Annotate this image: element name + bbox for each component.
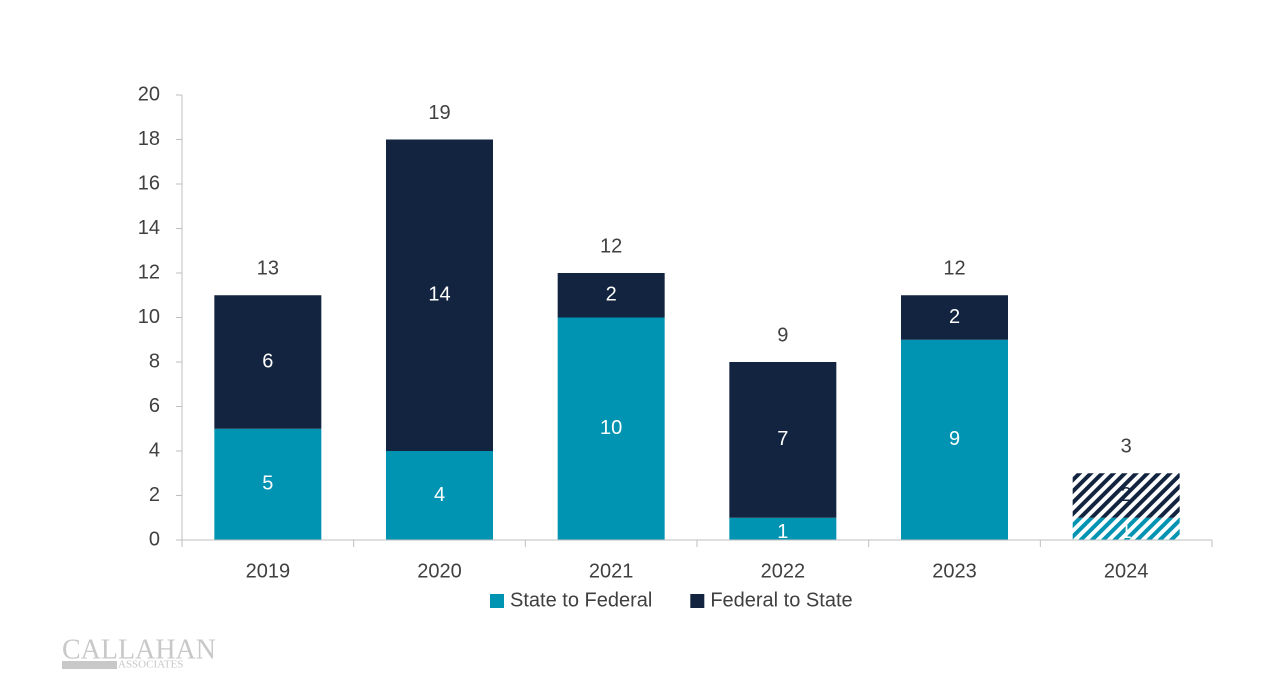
bar-segment: [557, 273, 665, 318]
bar-segment: [901, 295, 1008, 340]
y-tick-label: 14: [138, 217, 160, 239]
total-label: 9: [777, 324, 788, 346]
y-tick-label: 12: [138, 261, 160, 283]
bar-value-label: 10: [600, 417, 622, 439]
bar-segment: [557, 317, 665, 540]
bar-value-label: 2: [1121, 484, 1132, 506]
bar-segment: [386, 139, 493, 451]
x-tick-label: 2019: [246, 560, 291, 582]
x-tick-label: 2021: [589, 560, 634, 582]
x-tick-label: 2024: [1104, 560, 1149, 582]
bar-value-label: 4: [434, 484, 445, 506]
total-label: 12: [600, 235, 622, 257]
total-label: 13: [257, 258, 279, 280]
bar-segment: [901, 339, 1008, 540]
total-label: 19: [428, 102, 450, 124]
y-tick-label: 20: [138, 83, 160, 105]
bar-segment: [729, 362, 837, 518]
y-tick-label: 8: [149, 350, 160, 372]
y-tick-label: 4: [149, 439, 160, 461]
legend-swatch: [690, 594, 705, 608]
bar-value-label: 5: [262, 473, 273, 495]
bar-value-label: 1: [777, 521, 788, 543]
bar-segment: [386, 451, 493, 540]
bar-segment: [1072, 473, 1180, 518]
bar-value-label: 9: [949, 428, 960, 450]
bar-value-label: 14: [428, 284, 450, 306]
bar-value-label: 7: [777, 428, 788, 450]
y-tick-label: 0: [149, 528, 160, 550]
bar-value-label: 2: [949, 306, 960, 328]
x-tick-label: 2022: [761, 560, 806, 582]
x-tick-label: 2023: [932, 560, 977, 582]
logo-sub: ASSOCIATES: [118, 659, 183, 671]
logo-bar: [62, 661, 117, 669]
total-label: 12: [943, 258, 965, 280]
bar-value-label: 2: [606, 284, 617, 306]
bar-segment: [214, 295, 322, 429]
y-tick-label: 10: [138, 306, 160, 328]
y-tick-label: 6: [149, 395, 160, 417]
legend-swatch: [490, 594, 504, 608]
y-tick-label: 2: [149, 484, 160, 506]
bar-value-label: 6: [262, 350, 273, 372]
bar-segment: [1072, 517, 1180, 540]
legend-label: Federal to State: [710, 589, 852, 611]
bar-segment: [729, 517, 837, 540]
total-label: 3: [1121, 436, 1132, 458]
bar-value-label: 1: [1121, 521, 1132, 543]
bar-segment: [214, 428, 322, 540]
x-tick-label: 2020: [417, 560, 462, 582]
legend-label: State to Federal: [510, 589, 652, 611]
logo: CALLAHAN ASSOCIATES: [62, 634, 216, 671]
y-tick-label: 16: [138, 172, 160, 194]
logo-name: CALLAHAN: [62, 634, 216, 665]
y-tick-label: 18: [138, 128, 160, 150]
